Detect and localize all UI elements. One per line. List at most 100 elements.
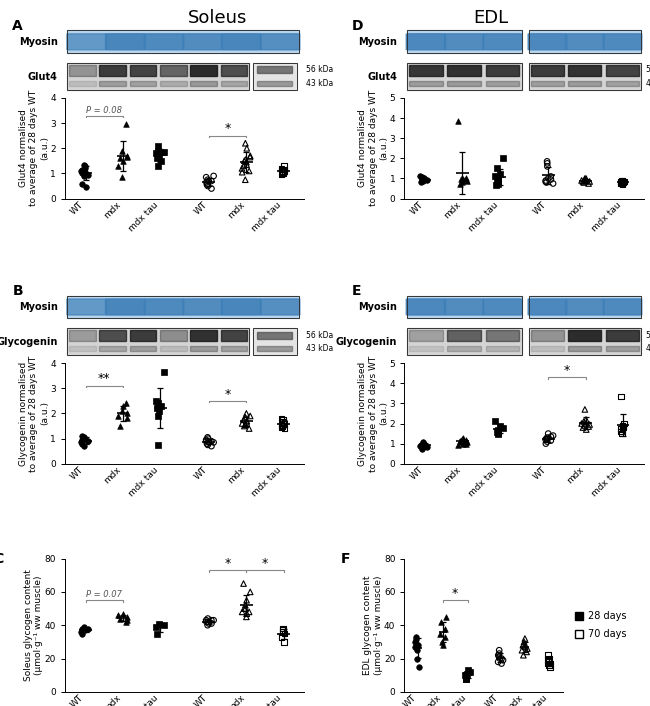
Point <box>519 640 530 651</box>
Point <box>548 430 558 441</box>
Point <box>492 424 502 435</box>
Bar <box>68 64 249 90</box>
Bar <box>253 328 297 355</box>
Point <box>577 418 587 429</box>
Point <box>419 438 430 449</box>
Point <box>83 436 93 447</box>
Bar <box>190 330 217 341</box>
Point <box>77 438 88 449</box>
Point <box>619 176 629 187</box>
Point <box>153 145 164 157</box>
Point <box>521 646 532 657</box>
Bar <box>69 346 96 352</box>
Bar <box>528 296 641 318</box>
Point <box>493 428 504 439</box>
Point <box>83 623 93 634</box>
Text: *: * <box>262 557 268 570</box>
Point <box>117 145 127 157</box>
Point <box>117 405 127 417</box>
Text: Glycogenin: Glycogenin <box>336 337 397 347</box>
Point <box>278 167 288 178</box>
Point <box>79 167 90 178</box>
Point <box>544 653 554 664</box>
Point <box>242 415 252 426</box>
Point <box>153 405 164 417</box>
Point <box>410 636 420 647</box>
Point <box>279 164 289 175</box>
Point <box>416 439 426 450</box>
Point <box>540 176 551 187</box>
Text: 56 kDa: 56 kDa <box>646 330 650 340</box>
Point <box>278 165 288 176</box>
Bar <box>407 296 521 318</box>
Point <box>115 152 125 164</box>
Point <box>280 423 290 434</box>
Point <box>276 169 287 180</box>
Point <box>493 174 503 185</box>
Point <box>616 176 627 188</box>
FancyBboxPatch shape <box>144 299 184 315</box>
Point <box>241 408 252 419</box>
Point <box>240 412 250 423</box>
Point <box>279 160 289 172</box>
Point <box>542 434 552 445</box>
Point <box>520 641 530 652</box>
Point <box>122 119 132 130</box>
Bar <box>528 64 641 90</box>
Point <box>201 614 211 626</box>
Point <box>276 419 287 431</box>
Point <box>440 623 450 634</box>
Bar <box>160 80 187 86</box>
Point <box>460 669 470 681</box>
Text: Myosin: Myosin <box>358 37 397 47</box>
Bar <box>253 328 297 355</box>
Bar <box>99 346 126 352</box>
FancyBboxPatch shape <box>603 34 642 50</box>
Point <box>122 150 133 162</box>
Point <box>440 631 450 642</box>
Text: P = 0.08: P = 0.08 <box>86 106 122 114</box>
Point <box>152 402 162 414</box>
Point <box>419 175 429 186</box>
Point <box>239 155 250 167</box>
Point <box>115 420 125 431</box>
Point <box>617 428 627 439</box>
Point <box>203 439 213 450</box>
Point <box>153 410 164 421</box>
Point <box>203 433 213 444</box>
Point <box>203 618 214 629</box>
Point <box>79 441 89 452</box>
Point <box>202 176 212 188</box>
Point <box>153 618 164 629</box>
Point <box>458 174 468 185</box>
Point <box>545 662 555 673</box>
Bar <box>68 328 249 355</box>
Point <box>441 611 451 623</box>
Text: 56 kDa: 56 kDa <box>306 330 333 340</box>
Point <box>77 431 87 442</box>
Point <box>79 625 90 636</box>
Point <box>153 160 164 172</box>
Point <box>79 159 89 170</box>
Point <box>541 175 551 186</box>
Point <box>461 173 471 184</box>
Point <box>517 640 528 651</box>
Point <box>414 662 424 673</box>
Bar <box>220 346 247 352</box>
Point <box>462 669 472 681</box>
Bar <box>160 330 187 341</box>
Text: 43 kDa: 43 kDa <box>646 344 650 353</box>
Bar <box>569 80 601 86</box>
Point <box>159 146 169 157</box>
Point <box>541 176 552 188</box>
Point <box>206 436 216 447</box>
Point <box>152 628 162 639</box>
Point <box>122 611 133 623</box>
Point <box>498 654 508 666</box>
Point <box>122 614 132 626</box>
Text: Glut4: Glut4 <box>28 72 58 82</box>
Point <box>159 620 169 631</box>
Point <box>461 434 471 445</box>
Point <box>619 418 629 429</box>
Point <box>201 172 211 183</box>
